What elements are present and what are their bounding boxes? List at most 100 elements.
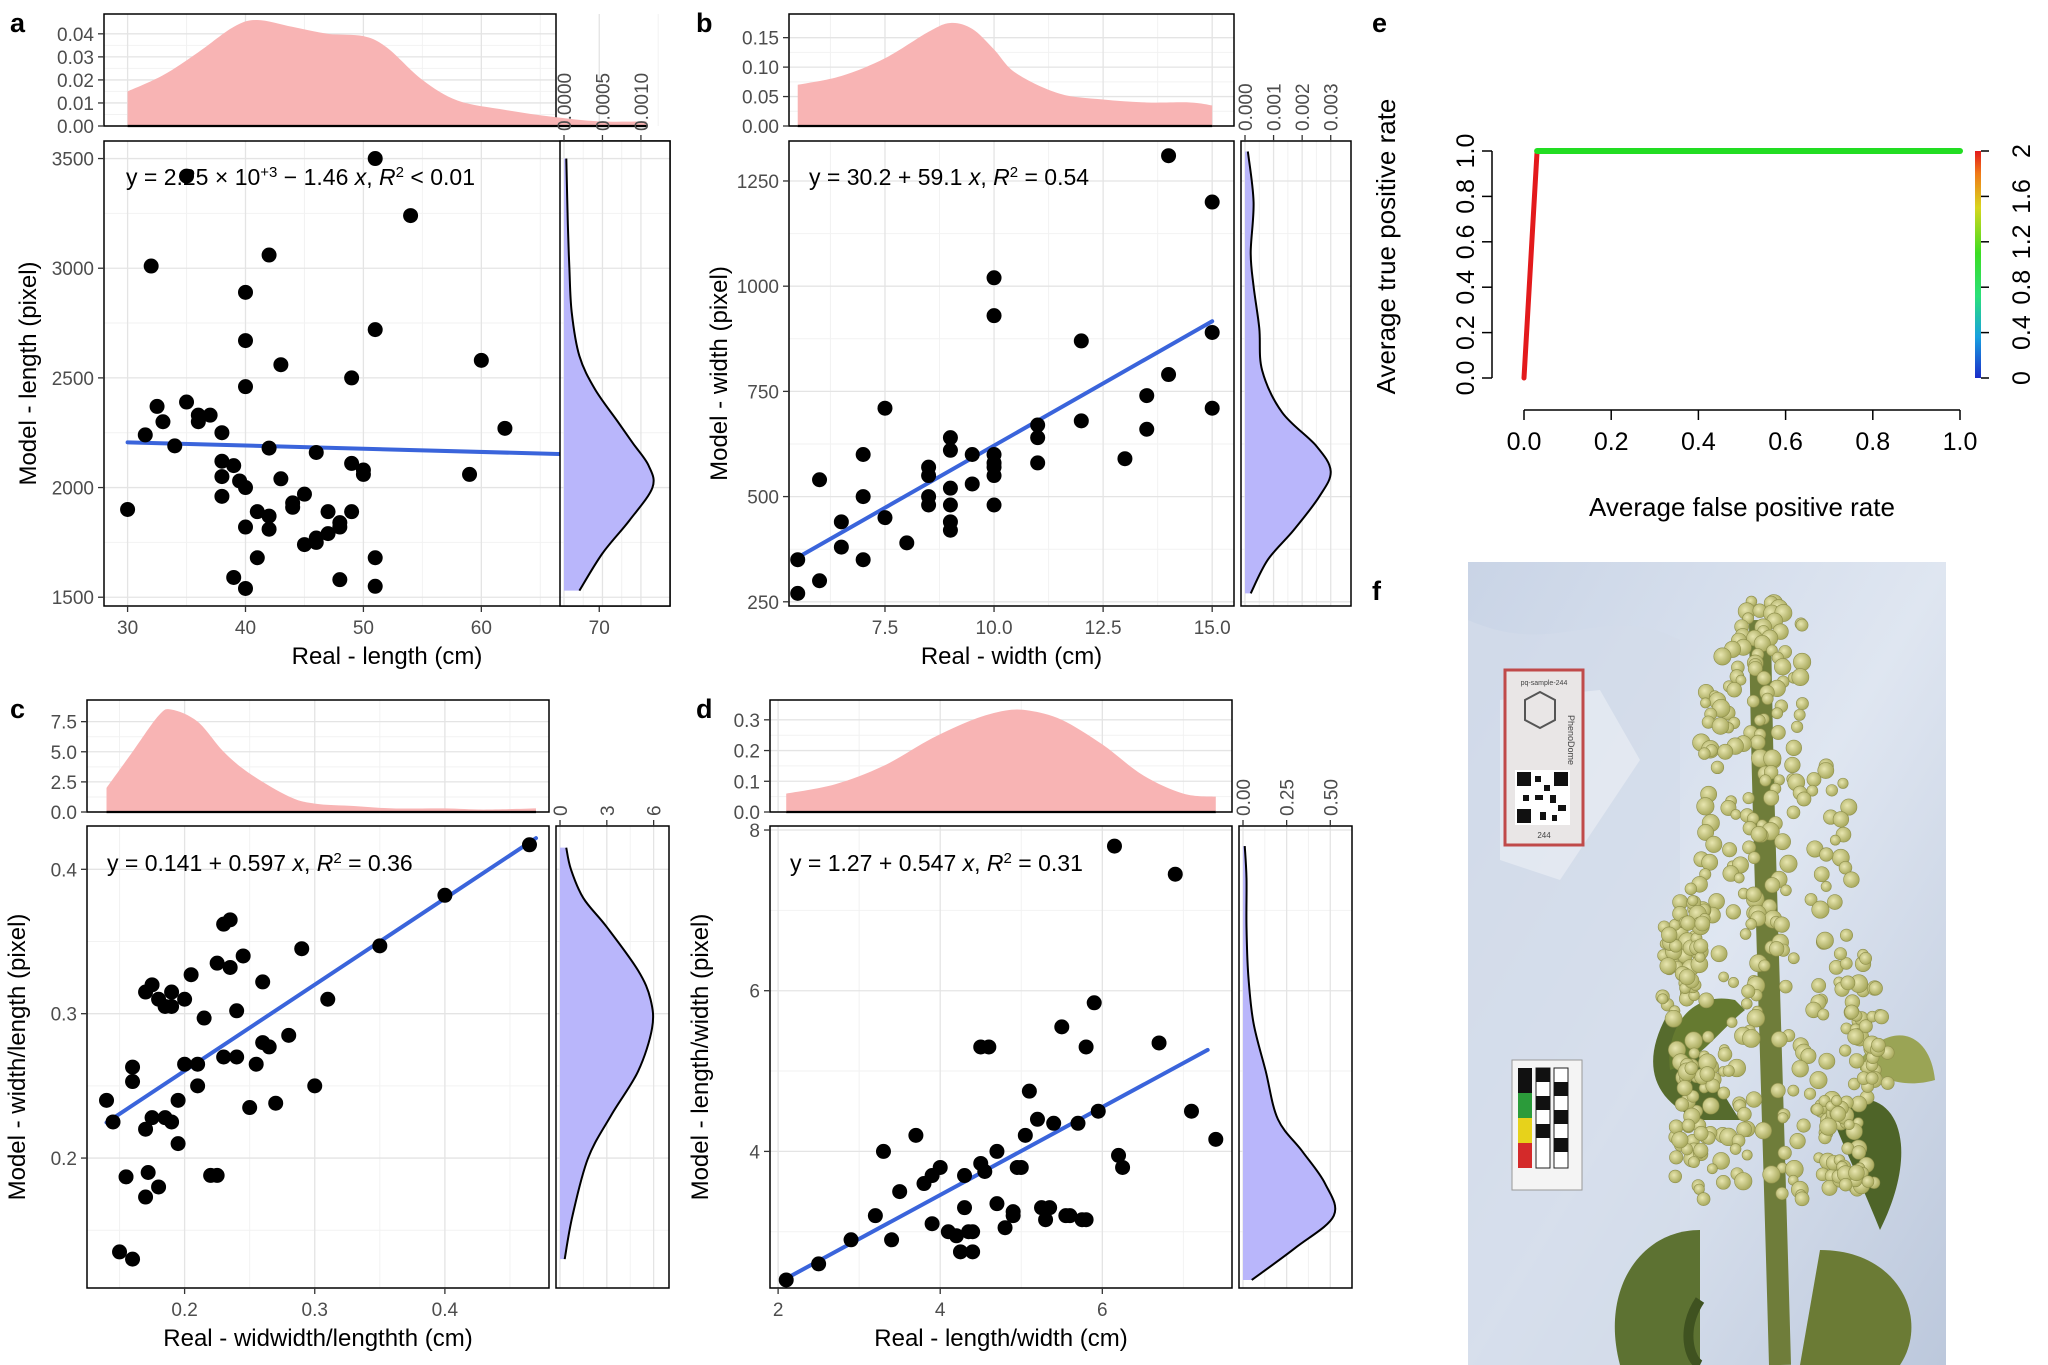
x-tick-label: 4 — [935, 1300, 946, 1321]
data-point — [151, 1179, 167, 1195]
y-tick-label: 750 — [747, 382, 779, 403]
panel-e-roc-chart: e 0.0 0.2 0.4 0.6 0.8 1.0 0.0 0.2 0.4 0.6 0.8 1.0 Ave… — [1371, 8, 2036, 522]
data-point — [140, 1165, 156, 1180]
regression-line — [104, 836, 538, 1125]
data-point — [320, 526, 336, 542]
data-point — [261, 1039, 277, 1055]
data-point — [1029, 1111, 1045, 1127]
data-point — [308, 534, 324, 550]
x-tick-label: 2 — [773, 1300, 784, 1321]
y-tick-label: 0.0 — [1452, 361, 1480, 396]
data-point — [403, 208, 419, 224]
y-axis-title: Average true positive rate — [1371, 99, 1401, 395]
data-point — [437, 887, 453, 903]
density-tick-label: 0.1 — [734, 772, 760, 793]
data-point — [177, 991, 193, 1007]
data-point — [222, 912, 238, 928]
density-tick-label: 0.0010 — [632, 73, 653, 131]
data-point — [1030, 455, 1046, 471]
data-point — [190, 407, 206, 423]
density-tick-label: 0.25 — [1278, 779, 1299, 816]
density-tick-label: 5.0 — [51, 743, 77, 764]
data-point — [1106, 838, 1122, 854]
data-point — [921, 459, 937, 475]
x-tick-label: 6 — [1097, 1300, 1108, 1321]
y-tick-label: 1500 — [52, 588, 94, 609]
data-point — [249, 504, 265, 520]
y-tick-label: 0.2 — [51, 1149, 77, 1170]
sample-tag: pq-sample-244 PhenoDome 244 — [1503, 668, 1585, 847]
marginal-density-x-a: 0.000.010.020.030.04 — [57, 13, 659, 138]
data-point — [942, 430, 958, 446]
density-tick-label: 2.5 — [51, 773, 77, 794]
x-axis-title: Real - widwidth/lengthth (cm) — [163, 1325, 472, 1352]
y-tick-label: 3000 — [52, 259, 94, 280]
data-point — [965, 1244, 981, 1260]
data-point — [942, 480, 958, 496]
data-point — [367, 550, 383, 566]
data-point — [344, 455, 360, 471]
data-point — [238, 480, 253, 496]
scatter-plot-b: 7.5 10.0 12.5 15.0 250 500 750 1000 1250 Real - w… — [706, 140, 1235, 670]
data-point — [1111, 1147, 1127, 1163]
data-point — [1167, 866, 1183, 882]
data-point — [214, 469, 230, 485]
data-point — [332, 519, 348, 535]
data-point — [1042, 1200, 1058, 1216]
data-point — [790, 585, 806, 601]
panel-d: d 2 4 6 4 6 8 Real - length/width (cm) Model - l… — [687, 694, 1353, 1352]
data-point — [908, 1127, 924, 1143]
data-point — [833, 514, 849, 530]
data-point — [952, 1244, 968, 1260]
marginal-density-y-b: 0.000 0.001 0.002 0.003 — [1236, 83, 1352, 607]
density-tick-label: 0.2 — [734, 742, 760, 763]
data-point — [1046, 1115, 1062, 1131]
colorbar-tick-label: 0.4 — [2008, 315, 2036, 350]
data-point — [811, 1256, 827, 1272]
data-point — [989, 1196, 1005, 1212]
data-point — [877, 400, 893, 416]
data-point — [183, 967, 199, 983]
data-point — [867, 1208, 883, 1224]
density-tick-label: 0.0 — [734, 803, 760, 824]
data-point — [296, 486, 312, 502]
data-point — [242, 1100, 258, 1116]
data-point — [179, 394, 195, 410]
y-axis-title: Model - length (pixel) — [15, 261, 42, 485]
density-tick-label: 0.000 — [1236, 83, 1257, 131]
data-point — [1204, 194, 1220, 210]
data-point — [226, 458, 242, 474]
data-point — [462, 466, 478, 482]
data-point — [137, 427, 153, 443]
scatter-plot-c: 0.2 0.3 0.4 0.2 0.3 0.4 Real - widwidth/length… — [4, 825, 550, 1352]
density-tick-label: 0.0 — [51, 803, 77, 824]
data-point — [285, 495, 301, 511]
colorbar-tick-label: 2 — [2008, 144, 2036, 158]
data-point — [986, 270, 1002, 286]
data-point — [899, 535, 915, 551]
data-point — [249, 550, 265, 566]
data-point — [855, 489, 871, 505]
data-point — [332, 572, 348, 588]
x-tick-label: 60 — [471, 618, 492, 639]
data-point — [1139, 388, 1155, 404]
data-point — [1078, 1039, 1094, 1055]
tag-number: 244 — [1537, 831, 1551, 840]
x-tick-label: 0.2 — [171, 1300, 197, 1321]
data-point — [261, 521, 277, 537]
data-point — [1204, 324, 1220, 340]
data-point — [143, 258, 159, 274]
data-point — [238, 379, 253, 395]
data-point — [261, 247, 277, 263]
x-axis-title: Real - length (cm) — [292, 643, 483, 670]
y-tick-label: 0.4 — [51, 860, 78, 881]
x-tick-label: 0.4 — [1681, 428, 1716, 456]
data-point — [1038, 1212, 1054, 1228]
x-tick-label: 1.0 — [1943, 428, 1978, 456]
data-point — [294, 941, 310, 957]
data-point — [1021, 1083, 1037, 1099]
y-tick-label: 3500 — [52, 150, 94, 171]
density-tick-label: 0.0005 — [593, 73, 614, 131]
x-tick-label: 70 — [589, 618, 610, 639]
